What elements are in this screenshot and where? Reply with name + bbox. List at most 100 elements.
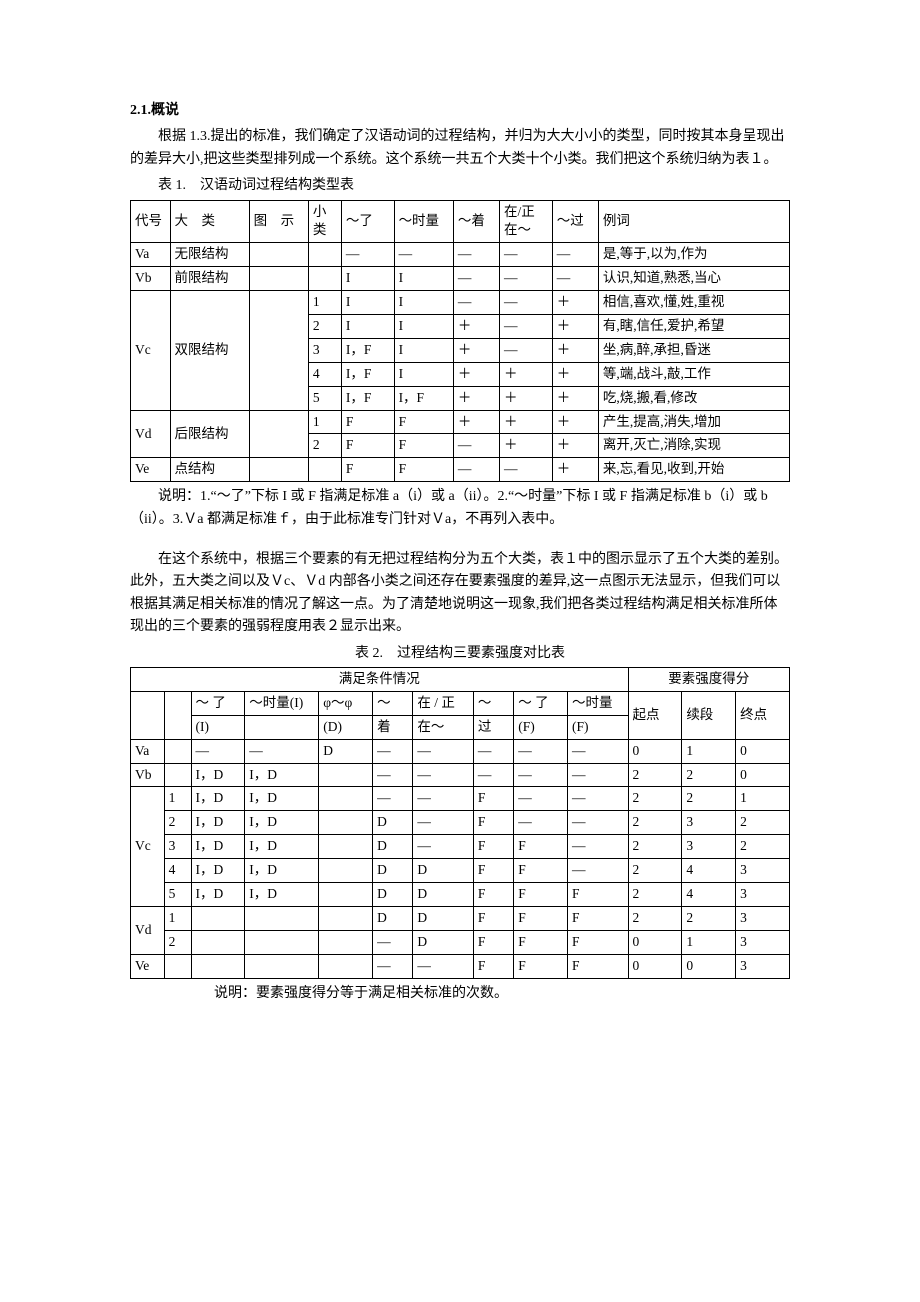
cell-ex: 来,忘,看见,收到,开始 [598,458,789,482]
th: ～时量 [568,691,629,715]
cell-sub: 4 [308,362,341,386]
cell: D [319,739,373,763]
cell: — [373,787,413,811]
table2-group-header: 满足条件情况 要素强度得分 [131,667,790,691]
cell: 2 [628,883,682,907]
cell: I，F [341,386,394,410]
cell: 2 [628,787,682,811]
th-code: 代号 [131,200,171,243]
cell: I [341,315,394,339]
th: 续段 [682,691,736,739]
cell: F [514,883,568,907]
cell: — [413,954,474,978]
cell: I [341,267,394,291]
cell: I，D [245,835,319,859]
cell: I，D [191,883,245,907]
cell: F [514,906,568,930]
cell: — [373,930,413,954]
cell: 2 [628,906,682,930]
cell: — [499,267,552,291]
cell: — [413,763,474,787]
cell-ex: 产生,提高,消失,增加 [598,410,789,434]
cell-ex: 坐,病,醉,承担,昏迷 [598,338,789,362]
cell: 4 [682,859,736,883]
cell: ＋ [552,386,598,410]
table2-note: 说明：要素强度得分等于满足相关标准的次数。 [130,983,790,1005]
cell: F [514,954,568,978]
table2-subheader-r1: ～ 了 ～时量(I) φ～φ ～ 在 / 正 ～ ～ 了 ～时量 起点 续段 终… [131,691,790,715]
cell: F [341,434,394,458]
cell: 0 [628,739,682,763]
cell: F [473,787,513,811]
cell-sub: 1 [308,410,341,434]
th: ～ 了 [514,691,568,715]
cell: I [394,267,453,291]
paragraph-1: 根据 1.3.提出的标准，我们确定了汉语动词的过程结构，并归为大大小小的类型，同… [130,126,790,171]
th: 过 [473,715,513,739]
cell [319,906,373,930]
cell: D [373,811,413,835]
cell-diagram [249,458,308,482]
cell: F [568,930,629,954]
cell-diagram [249,410,308,458]
cell-ex: 相信,喜欢,懂,姓,重视 [598,291,789,315]
cell: 1 [682,930,736,954]
cell: — [568,763,629,787]
cell: F [341,410,394,434]
th-zhe: ～着 [453,200,499,243]
cell: 2 [682,906,736,930]
cell: — [453,458,499,482]
cell: F [473,859,513,883]
th: 起点 [628,691,682,739]
cell: ＋ [499,386,552,410]
table1-header-row: 代号 大 类 图 示 小类 ～了 ～时量 ～着 在/正在～ ～过 例词 [131,200,790,243]
cell: 2 [682,763,736,787]
cell-sub: 2 [164,930,191,954]
th: (F) [514,715,568,739]
cell: — [552,267,598,291]
cell: D [413,883,474,907]
cell [319,883,373,907]
cell-ex: 吃,烧,搬,看,修改 [598,386,789,410]
paragraph-2: 在这个系统中，根据三个要素的有无把过程结构分为五个大类，表１中的图示显示了五个大… [130,549,790,639]
cell-code: Vb [131,763,165,787]
table1-caption: 表 1. 汉语动词过程结构类型表 [130,175,790,197]
table-row: 4 I，D I，D D D F F — 2 4 3 [131,859,790,883]
cell: ＋ [499,362,552,386]
cell: F [514,859,568,883]
table-row: Ve 点结构 F F — — ＋ 来,忘,看见,收到,开始 [131,458,790,482]
cell: I，F [341,338,394,362]
cell: — [473,739,513,763]
cell: 0 [628,954,682,978]
cell: 3 [736,930,790,954]
cell-cat: 点结构 [170,458,249,482]
cell-code: Vc [131,291,171,410]
cell-code: Ve [131,458,171,482]
cell-sub: 3 [164,835,191,859]
cell: — [413,835,474,859]
th-group-left: 满足条件情况 [131,667,629,691]
cell: — [499,243,552,267]
cell: — [341,243,394,267]
th-example: 例词 [598,200,789,243]
cell: ＋ [552,362,598,386]
cell: 1 [682,739,736,763]
cell-code: Vc [131,787,165,906]
th-category: 大 类 [170,200,249,243]
table-row: 2 I，D I，D D — F — — 2 3 2 [131,811,790,835]
th-zai: 在/正在～ [499,200,552,243]
table-row: Va — — D — — — — — 0 1 0 [131,739,790,763]
th: ～ [373,691,413,715]
cell: I，D [191,787,245,811]
cell [191,930,245,954]
cell-sub [308,243,341,267]
cell: 3 [736,859,790,883]
cell: 2 [682,787,736,811]
cell-code: Vd [131,410,171,458]
cell-sub: 1 [164,787,191,811]
cell: F [473,883,513,907]
cell: F [568,954,629,978]
cell: — [413,787,474,811]
cell: 2 [736,811,790,835]
cell [245,930,319,954]
